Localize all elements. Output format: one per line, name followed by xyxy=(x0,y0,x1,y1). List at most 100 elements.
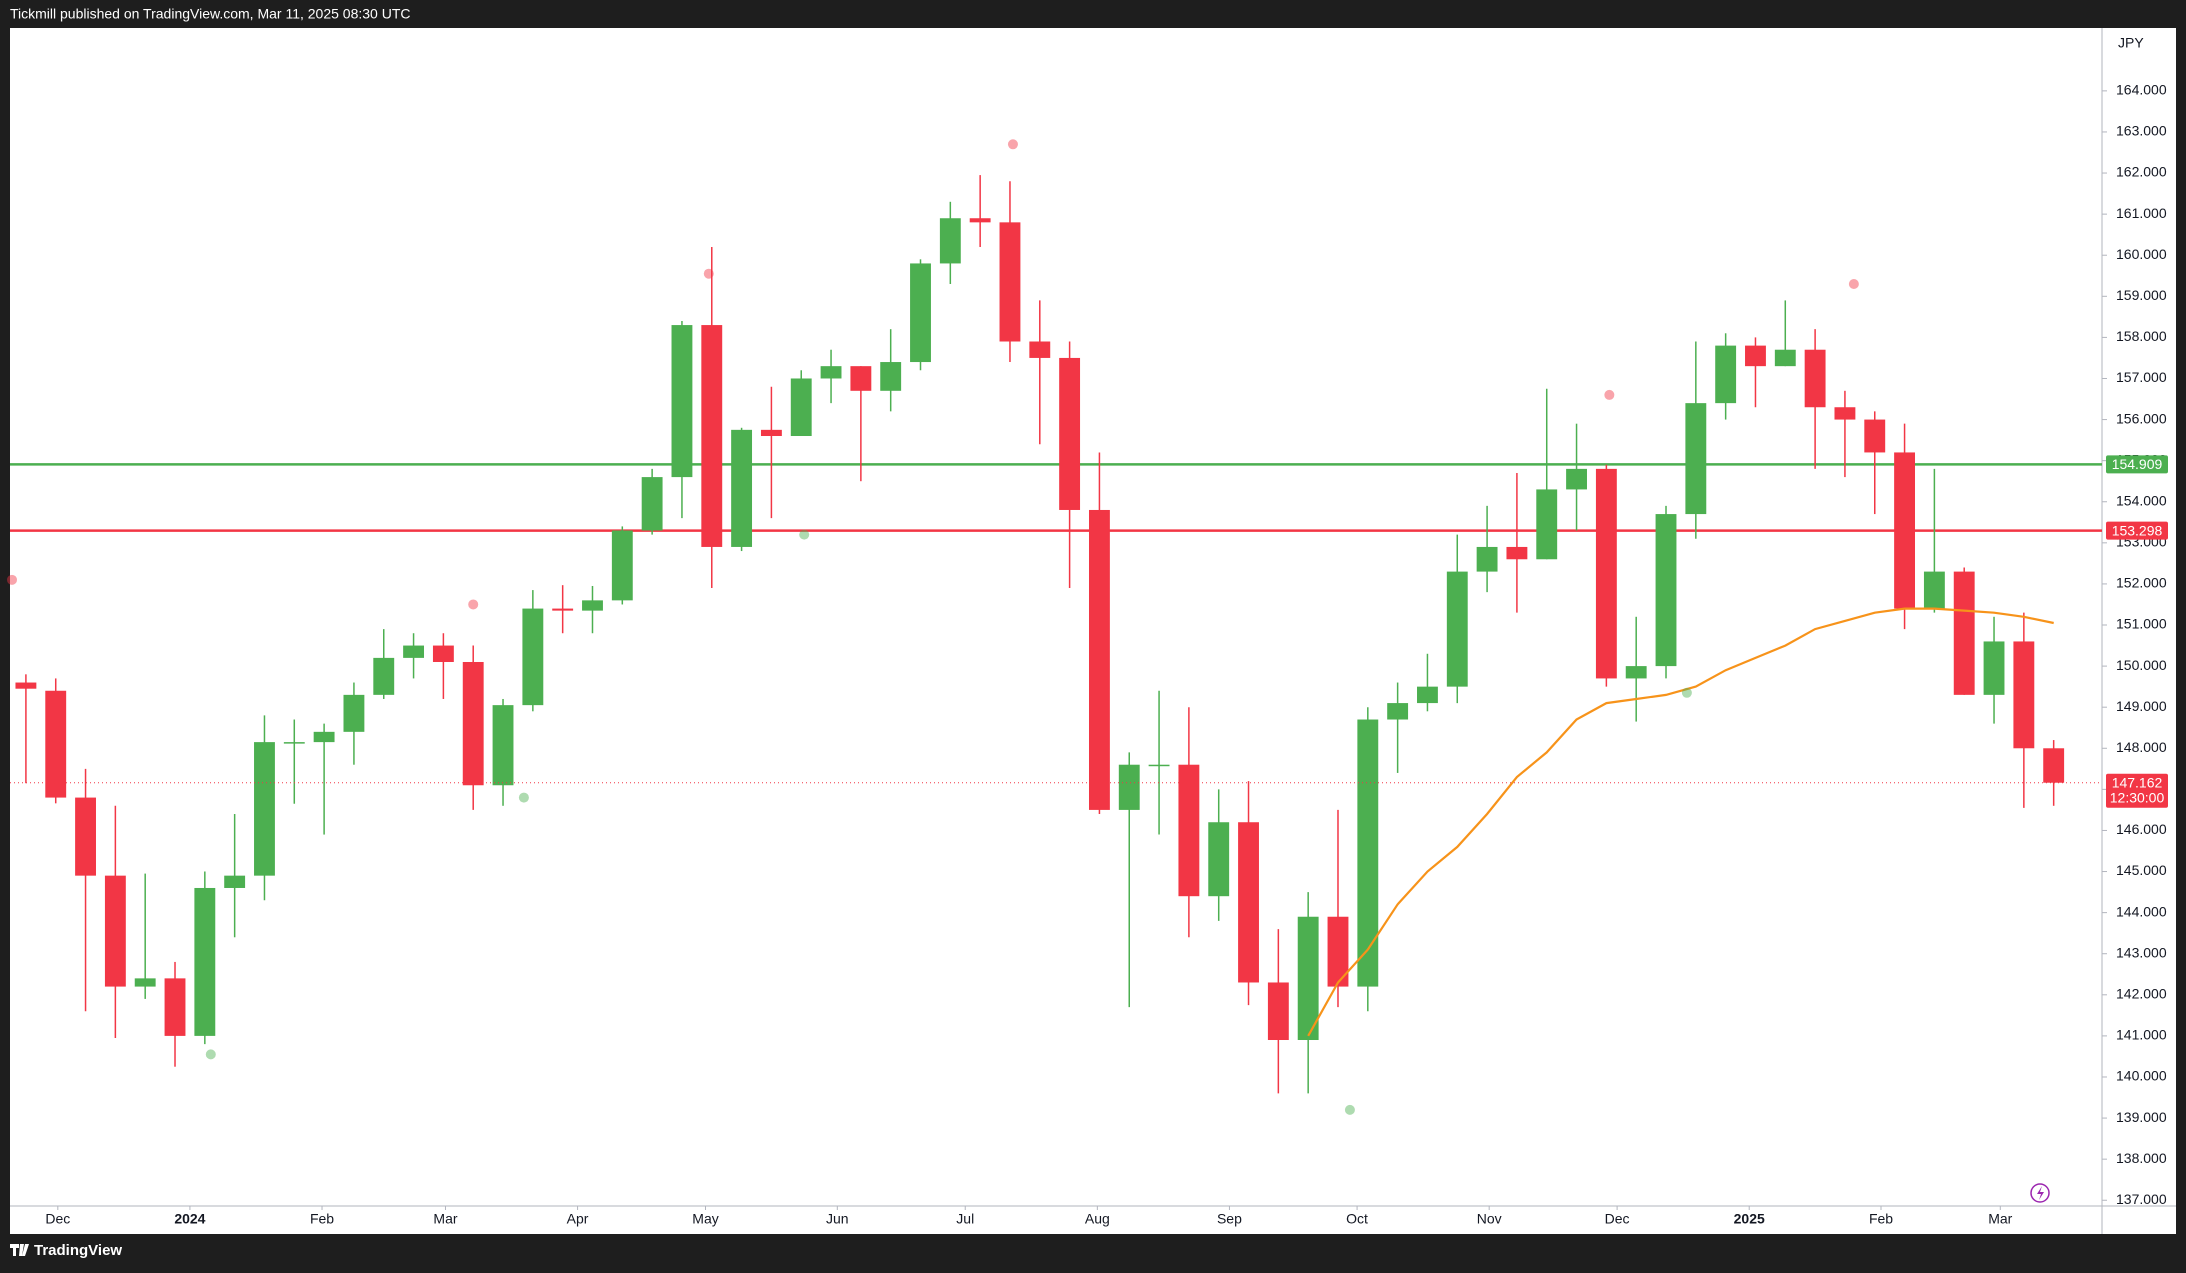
candle-body xyxy=(1148,764,1170,767)
candle-body xyxy=(343,694,365,732)
y-tick-label: 140.000 xyxy=(2116,1068,2167,1084)
x-tick-label: Nov xyxy=(1477,1211,1502,1227)
pivot-marker xyxy=(468,599,479,610)
candle-body xyxy=(2013,641,2035,749)
candle-body xyxy=(1327,916,1349,987)
candle-body xyxy=(1625,666,1647,679)
y-tick-label: 137.000 xyxy=(2116,1191,2167,1207)
candle-body xyxy=(1029,341,1051,358)
candle-body xyxy=(1297,916,1319,1041)
candle-body xyxy=(1834,407,1856,420)
x-tick-label: 2025 xyxy=(1734,1211,1765,1227)
candle-body xyxy=(582,600,603,611)
candle-body xyxy=(313,731,335,743)
candle-body xyxy=(611,530,633,601)
y-tick-label: 146.000 xyxy=(2116,821,2167,837)
alert-icon[interactable] xyxy=(2030,1183,2050,1203)
candle-body xyxy=(104,875,126,987)
y-tick-label: 157.000 xyxy=(2116,369,2167,385)
candle-body xyxy=(1566,468,1587,490)
x-tick-label: Apr xyxy=(567,1211,589,1227)
y-tick-label: 148.000 xyxy=(2116,739,2167,755)
y-tick-label: 164.000 xyxy=(2116,82,2167,98)
level-label: 154.909 xyxy=(2112,456,2163,472)
candle-body xyxy=(939,218,961,264)
pivot-marker xyxy=(799,529,810,540)
y-tick-label: 141.000 xyxy=(2116,1027,2167,1043)
y-tick-label: 158.000 xyxy=(2116,328,2167,344)
candle-body xyxy=(850,366,872,391)
candle-body xyxy=(432,645,454,662)
y-tick-label: 144.000 xyxy=(2116,903,2167,919)
pivot-marker xyxy=(1344,1104,1355,1115)
candle-body xyxy=(194,887,216,1036)
candle-body xyxy=(164,978,186,1036)
plot xyxy=(7,139,2102,1115)
currency-label: JPY xyxy=(2118,35,2144,51)
y-tick-label: 156.000 xyxy=(2116,410,2167,426)
last-price-box xyxy=(2106,773,2168,808)
candle-body xyxy=(731,429,753,547)
candle-body xyxy=(2043,748,2065,783)
y-tick-label: 160.000 xyxy=(2116,246,2167,262)
candle-body xyxy=(1536,489,1558,560)
candle-body xyxy=(1894,452,1916,609)
last-price-label: 147.162 xyxy=(2112,774,2163,790)
candle-body xyxy=(1595,468,1617,679)
candle-body xyxy=(403,645,425,658)
x-tick-label: Mar xyxy=(433,1211,457,1227)
footer[interactable]: TradingView xyxy=(34,1242,122,1259)
y-tick-label: 138.000 xyxy=(2116,1150,2167,1166)
y-tick-label: 154.000 xyxy=(2116,492,2167,508)
countdown-label: 12:30:00 xyxy=(2110,789,2165,805)
candle-body xyxy=(701,325,723,547)
y-tick-label: 145.000 xyxy=(2116,862,2167,878)
y-tick-label: 159.000 xyxy=(2116,287,2167,303)
candle-body xyxy=(880,362,902,391)
candle-body xyxy=(1238,822,1259,983)
candle-body xyxy=(134,978,156,987)
candle-body xyxy=(820,366,842,379)
candle-body xyxy=(224,875,246,888)
candle-body xyxy=(373,657,395,695)
candle-body xyxy=(1685,403,1707,515)
header: Tickmill published on TradingView.com, M… xyxy=(10,6,411,22)
candle-body xyxy=(1178,764,1200,897)
candle-body xyxy=(671,325,693,478)
candle-body xyxy=(1476,546,1498,572)
candle-body xyxy=(999,222,1021,342)
alert-circle[interactable] xyxy=(2030,1183,2050,1203)
candle-body xyxy=(283,742,305,744)
moving-average xyxy=(1307,607,2054,1037)
pivot-marker xyxy=(1604,389,1615,400)
candle-body xyxy=(552,608,574,611)
candle-body xyxy=(1506,546,1528,560)
candle-body xyxy=(1118,764,1140,810)
candle-body xyxy=(1088,509,1110,810)
y-tick-label: 149.000 xyxy=(2116,698,2167,714)
candle-body xyxy=(1387,703,1409,720)
candle-body xyxy=(254,742,275,876)
candle-body xyxy=(1745,345,1766,367)
pivot-marker xyxy=(703,268,714,279)
level-label: 153.298 xyxy=(2112,522,2163,538)
x-tick-label: Oct xyxy=(1346,1211,1368,1227)
candle-body xyxy=(910,263,931,363)
candle-body xyxy=(641,477,663,531)
candle-body xyxy=(1655,514,1677,667)
x-tick-label: Aug xyxy=(1085,1211,1110,1227)
candle-body xyxy=(1208,822,1230,897)
candle-body xyxy=(1953,571,1975,695)
logo-icon xyxy=(10,1244,29,1256)
candle-body xyxy=(462,661,484,786)
x-tick-label: Mar xyxy=(1988,1211,2012,1227)
x-tick-label: Jul xyxy=(956,1211,974,1227)
pivot-marker xyxy=(205,1049,216,1060)
y-tick-label: 151.000 xyxy=(2116,616,2167,632)
footer-logo xyxy=(10,1244,29,1256)
x-tick-label: 2024 xyxy=(174,1211,205,1227)
candle-body xyxy=(1774,349,1796,367)
candle-body xyxy=(1417,686,1438,704)
candle-body xyxy=(969,218,991,223)
